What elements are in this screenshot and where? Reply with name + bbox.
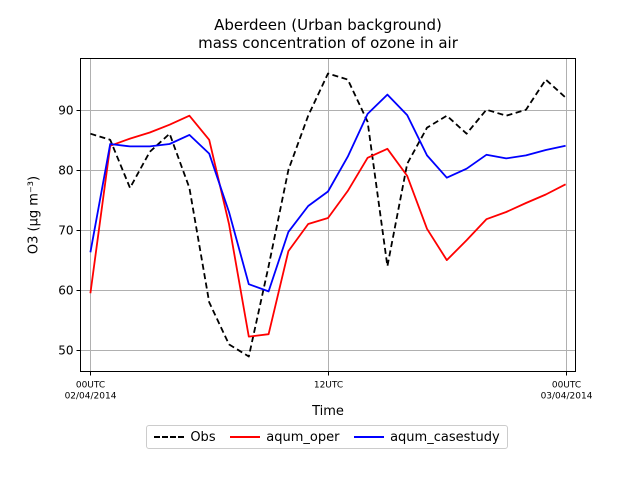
legend-swatch-aqum-casestudy [354,436,385,438]
y-tick-label: 70 [58,224,73,238]
series-line-aqum-oper [89,114,567,338]
x-axis-label: Time [312,404,344,419]
chart-title: Aberdeen (Urban background) [214,16,442,34]
series-line-aqum-casestudy [89,93,566,293]
x-tick-label: 12UTC [314,381,343,391]
legend: Obs aqum_oper aqum_casestudy [146,425,508,449]
series-line-obs [90,72,567,358]
x-tick-date-label: 02/04/2014 [65,392,117,402]
legend-swatch-aqum-oper [230,436,261,438]
y-tick-label: 60 [58,284,73,298]
y-tick-label: 90 [58,104,73,118]
y-tick-label: 80 [58,164,73,178]
y-axis-label: O3 (μg m⁻³) [26,175,42,255]
y-tick-label: 50 [58,344,73,358]
legend-label-obs: Obs [190,429,216,445]
x-tick-label: 00UTC [552,381,581,391]
grid-layer [80,58,576,372]
legend-item-aqum-oper: aqum_oper [230,430,339,445]
legend-item-aqum-casestudy: aqum_casestudy [354,430,500,445]
chart-subtitle: mass concentration of ozone in air [198,34,458,52]
legend-item-obs: Obs [154,429,216,445]
x-tick-date-label: 03/04/2014 [541,392,593,402]
legend-label-aqum-casestudy: aqum_casestudy [390,429,500,445]
x-tick-label: 00UTC [76,381,105,391]
series-layer [89,72,567,358]
legend-label-aqum-oper: aqum_oper [266,429,340,445]
legend-swatch-obs [154,436,185,438]
